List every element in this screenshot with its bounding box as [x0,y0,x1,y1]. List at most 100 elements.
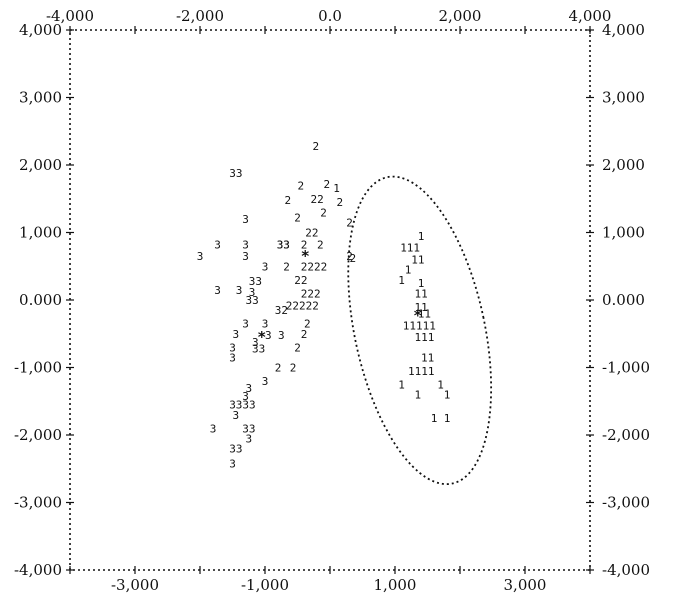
cluster-3-point: 33 [277,239,290,252]
cluster-3-point: 33 [252,343,265,356]
right-tick-label: 3,000 [602,89,645,107]
right-tick-label: -2,000 [602,426,650,444]
cluster-1-point: 1 [333,182,340,195]
cluster-3-point: 3 [229,351,236,364]
cluster-2-point: 2 [312,140,319,153]
cluster-2-point: 222 [301,287,321,300]
cluster-3-point: 3 [229,399,236,412]
bottom-tick-label: -1,000 [241,576,289,594]
cluster-1-point: 11 [411,254,424,267]
cluster-3-point: 3 [262,375,269,388]
cluster-2-point: 2 [298,179,305,192]
cluster-3-point: 3 [252,336,259,349]
cluster-3-point: 3 [249,286,256,299]
cluster-1-point: 111 [415,331,435,344]
cluster-2-point: 2 [337,196,344,209]
left-tick-label: -4,000 [14,561,62,579]
cluster-1-point: 1 [437,378,444,391]
cluster-1-point: 11111 [403,320,436,333]
left-tick-label: -2,000 [14,426,62,444]
cluster-2-point: 2 [304,318,311,331]
cluster-1-point: 11 [418,308,431,321]
cluster-3-point: 3 [262,260,269,273]
cluster-1-centroid: * [413,307,422,325]
left-tick-label: -1,000 [14,359,62,377]
cluster-1-point: 11 [421,351,434,364]
cluster-1-point: 111 [400,241,420,254]
cluster-3-point: 3 [246,432,253,445]
cluster-2-point: 2 [301,328,308,341]
tick-labels: -4,000 -2,000 0.0 2,000 4,000 -3,000 -1,000 1,0… [14,7,650,594]
top-tick-label: -4,000 [46,7,94,25]
right-tick-label: 2,000 [602,156,645,174]
cluster-2-point: 2 [350,252,357,265]
cluster-1-point: 1 [431,412,438,425]
cluster-3-point: 33 [242,422,255,435]
left-tick-label: 2,000 [19,156,62,174]
cluster-3-point: 3 [214,284,221,297]
cluster-1-point: 11 [415,301,428,314]
cluster-2-point: 22 [305,227,318,240]
left-tick-label: 4,000 [19,21,62,39]
cluster-1-point: 11 [415,287,428,300]
cluster-3-point: 3 [242,239,249,252]
cluster-3-point: 3 [236,284,243,297]
cluster-2-point: 2 [294,341,301,354]
cluster-3-point: 33 [229,443,242,456]
cluster-1-point: 1 [415,389,422,402]
cluster-3-centroid: * [257,328,266,346]
cluster-1-point: 1111 [408,365,435,378]
cluster-1-point: 1 [418,277,425,290]
bottom-tick-label: 3,000 [504,576,547,594]
left-tick-label: 3,000 [19,89,62,107]
cluster-3-point: 3 [242,318,249,331]
cluster-2-point: 2 [275,362,282,375]
left-tick-label: 1,000 [19,224,62,242]
right-tick-label: -3,000 [602,494,650,512]
cluster-2-point: 2 [294,212,301,225]
cluster-3-point: 33 [249,275,262,288]
top-tick-label: 4,000 [569,7,612,25]
top-tick-label: -2,000 [176,7,224,25]
top-tick-label: 0.0 [318,7,342,25]
cluster-2-point: 2 [320,206,327,219]
cluster-2-point: 22222 [286,299,319,312]
cluster-2-point: 2 [283,260,290,273]
ticks [66,26,594,574]
cluster-3-point: 3 [262,318,269,331]
cluster-1-point: 1 [418,230,425,243]
bottom-tick-label: 1,000 [374,576,417,594]
right-tick-label: -1,000 [602,359,650,377]
left-tick-label: 0.000 [19,291,62,309]
cluster-3-point: 3 [210,422,217,435]
cluster-1-point: 1 [398,378,405,391]
cluster-3-point: 3 [214,239,221,252]
cluster-3-point: 33 [246,294,259,307]
cluster-3-point: 3 [242,390,249,403]
cluster-2-point: 2 [301,239,308,252]
cluster-2-point: 22 [294,274,307,287]
cluster-2-point: 2 [285,194,292,207]
cluster-3-point: 333 [236,399,256,412]
cluster-3-point: 33 [229,167,242,180]
cluster-3-point: 3 [278,329,285,342]
cluster-1-point: 1 [444,389,451,402]
cluster-1-point: 1 [444,412,451,425]
cluster-2-point: 2 [290,362,297,375]
right-tick-label: 0.000 [602,291,645,309]
top-tick-label: 2,000 [439,7,482,25]
cluster-2-point: 2 [346,216,353,229]
cluster-2-point: 22 [311,193,324,206]
cluster-2-point: 2 [346,250,353,263]
left-tick-label: -3,000 [14,494,62,512]
cluster-3-point: 3 [233,409,240,422]
cluster-3-point: 3 [242,213,249,226]
cluster-2-centroid: * [301,247,310,265]
cluster-3-point: 3 [242,250,249,263]
cluster-2-point: 33 [277,239,290,252]
cluster-1-point: 1 [398,274,405,287]
cluster-3-point: 3 [265,329,272,342]
cluster-3-point: 3 [233,328,240,341]
